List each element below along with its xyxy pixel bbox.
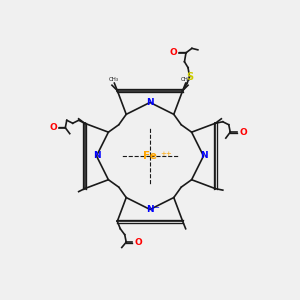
Text: Fe: Fe bbox=[143, 151, 157, 161]
Text: CH₃: CH₃ bbox=[109, 77, 119, 82]
Text: O: O bbox=[134, 238, 142, 247]
Text: O: O bbox=[169, 48, 177, 57]
Text: N: N bbox=[93, 152, 100, 160]
Text: N: N bbox=[146, 98, 154, 107]
Text: S: S bbox=[186, 72, 193, 82]
Text: O: O bbox=[49, 123, 57, 132]
Text: O: O bbox=[239, 128, 247, 137]
Text: N: N bbox=[146, 205, 154, 214]
Text: CH₃: CH₃ bbox=[181, 77, 191, 82]
Text: N: N bbox=[200, 152, 207, 160]
Text: −: − bbox=[154, 205, 159, 211]
Text: ++: ++ bbox=[160, 152, 172, 158]
